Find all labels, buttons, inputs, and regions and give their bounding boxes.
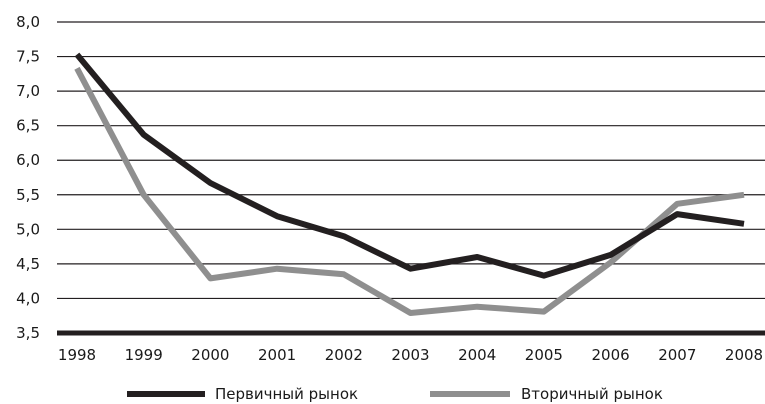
y-tick-label: 6,5 bbox=[16, 117, 40, 135]
y-tick-label: 4,5 bbox=[16, 255, 40, 273]
x-axis-ticks: 1998 1999 2000 2001 2002 2003 2004 2005 2006 2007… bbox=[58, 346, 763, 364]
x-tick-label: 2007 bbox=[658, 346, 696, 364]
legend: Первичный рынок Вторичный рынок bbox=[127, 385, 663, 403]
y-tick-label: 4,0 bbox=[16, 289, 40, 307]
series-line-primary bbox=[74, 52, 745, 279]
x-tick-label: 2003 bbox=[391, 346, 429, 364]
series-lines bbox=[74, 52, 745, 316]
grid-lines bbox=[57, 21, 765, 336]
y-tick-label: 8,0 bbox=[16, 13, 40, 31]
legend-label-secondary: Вторичный рынок bbox=[521, 385, 663, 403]
x-tick-label: 2001 bbox=[258, 346, 296, 364]
x-tick-label: 2002 bbox=[325, 346, 363, 364]
y-tick-label: 7,0 bbox=[16, 82, 40, 100]
y-axis-ticks: 3,5 4,0 4,5 5,0 5,5 6,0 6,5 7,0 7,5 8,0 bbox=[16, 13, 40, 342]
y-tick-label: 5,5 bbox=[16, 186, 40, 204]
x-tick-label: 1998 bbox=[58, 346, 96, 364]
x-tick-label: 2006 bbox=[592, 346, 630, 364]
x-tick-label: 1999 bbox=[125, 346, 163, 364]
series-line-secondary bbox=[74, 66, 745, 316]
x-tick-label: 2004 bbox=[458, 346, 496, 364]
y-tick-label: 3,5 bbox=[16, 324, 40, 342]
x-tick-label: 2005 bbox=[525, 346, 563, 364]
x-tick-label: 2000 bbox=[191, 346, 229, 364]
y-tick-label: 6,0 bbox=[16, 151, 40, 169]
legend-label-primary: Первичный рынок bbox=[215, 385, 358, 403]
x-tick-label: 2008 bbox=[725, 346, 763, 364]
y-tick-label: 7,5 bbox=[16, 48, 40, 66]
y-tick-label: 5,0 bbox=[16, 220, 40, 238]
